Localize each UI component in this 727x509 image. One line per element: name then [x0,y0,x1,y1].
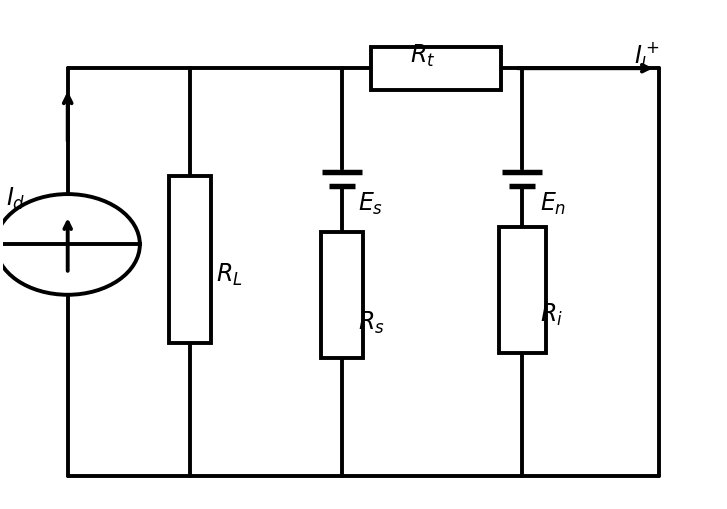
Text: $I_d$: $I_d$ [7,186,26,212]
Text: $E_n$: $E_n$ [540,191,566,217]
Bar [371,47,501,90]
Bar [321,232,363,358]
Text: $R_s$: $R_s$ [358,309,385,335]
Bar [169,177,212,343]
Text: $R_L$: $R_L$ [216,262,242,288]
Text: $R_t$: $R_t$ [411,43,435,69]
Text: $I_l^+$: $I_l^+$ [634,40,660,72]
Bar [499,227,546,353]
Text: $R_i$: $R_i$ [540,302,563,328]
Text: $E_s$: $E_s$ [358,191,384,217]
